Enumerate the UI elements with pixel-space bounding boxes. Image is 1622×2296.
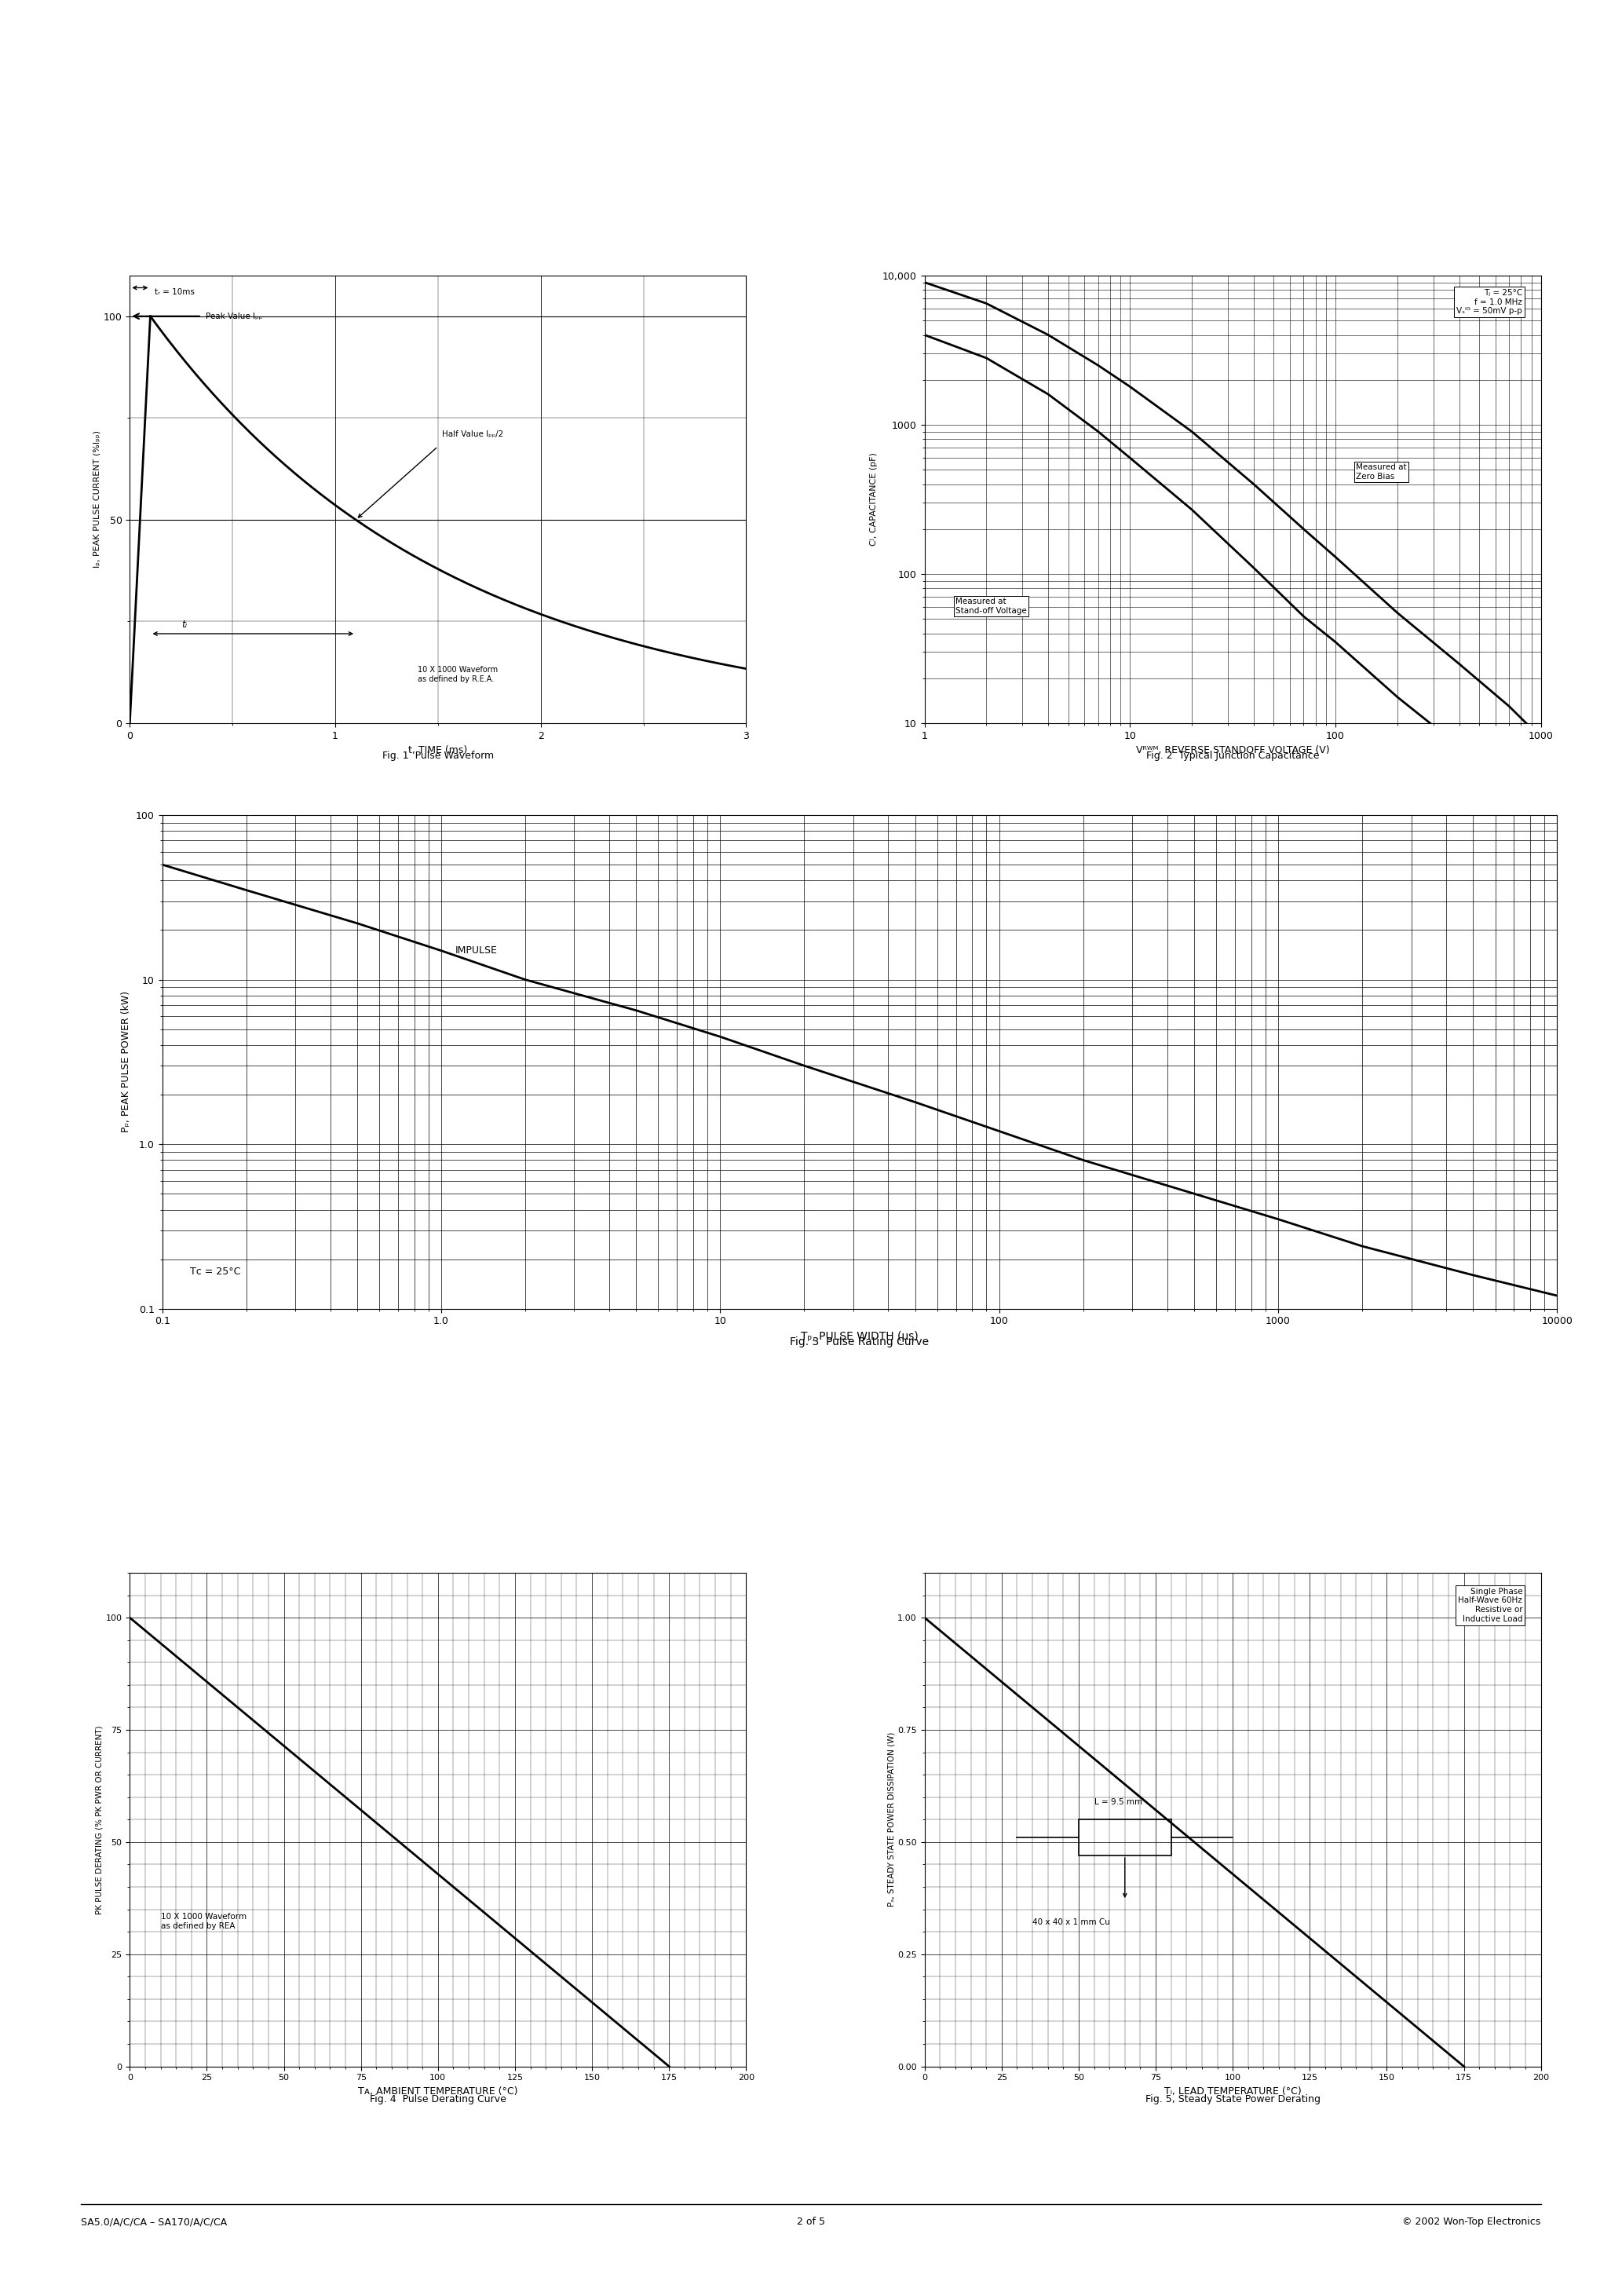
Text: Fig. 5, Steady State Power Derating: Fig. 5, Steady State Power Derating <box>1145 2094 1320 2103</box>
Text: L = 9.5 mm: L = 9.5 mm <box>1093 1798 1142 1807</box>
Text: SA5.0/A/C/CA – SA170/A/C/CA: SA5.0/A/C/CA – SA170/A/C/CA <box>81 2218 227 2227</box>
Y-axis label: Iₚ, PEAK PULSE CURRENT (%Iₚₚ): Iₚ, PEAK PULSE CURRENT (%Iₚₚ) <box>94 432 101 567</box>
Text: IMPULSE: IMPULSE <box>456 946 498 955</box>
Text: Single Phase
Half-Wave 60Hz
Resistive or
Inductive Load: Single Phase Half-Wave 60Hz Resistive or… <box>1458 1587 1523 1623</box>
Y-axis label: Pₐ, STEADY STATE POWER DISSIPATION (W): Pₐ, STEADY STATE POWER DISSIPATION (W) <box>887 1731 895 1908</box>
Text: Measured at
Stand-off Voltage: Measured at Stand-off Voltage <box>955 597 1027 615</box>
Text: Fig. 3  Pulse Rating Curve: Fig. 3 Pulse Rating Curve <box>790 1336 929 1348</box>
Text: Tᴄ = 25°C: Tᴄ = 25°C <box>190 1267 240 1277</box>
X-axis label: Tₗ, LEAD TEMPERATURE (°C): Tₗ, LEAD TEMPERATURE (°C) <box>1165 2087 1301 2096</box>
Y-axis label: Cᴶ, CAPACITANCE (pF): Cᴶ, CAPACITANCE (pF) <box>871 452 878 546</box>
Bar <box>1079 1818 1171 1855</box>
Y-axis label: PK PULSE DERATING (% PK PWR OR CURRENT): PK PULSE DERATING (% PK PWR OR CURRENT) <box>96 1724 104 1915</box>
Text: © 2002 Won-Top Electronics: © 2002 Won-Top Electronics <box>1403 2218 1541 2227</box>
Text: 10 X 1000 Waveform
as defined by R.E.A.: 10 X 1000 Waveform as defined by R.E.A. <box>417 666 498 684</box>
Text: 2 of 5: 2 of 5 <box>796 2218 826 2227</box>
Text: Half Value Iₚₚ/2: Half Value Iₚₚ/2 <box>443 429 503 439</box>
Y-axis label: Pₚ, PEAK PULSE POWER (kW): Pₚ, PEAK PULSE POWER (kW) <box>122 992 131 1132</box>
Text: 40 x 40 x 1 mm Cu: 40 x 40 x 1 mm Cu <box>1032 1919 1109 1926</box>
Text: Peak Value Iₚₚ: Peak Value Iₚₚ <box>206 312 263 319</box>
Text: Fig. 1  Pulse Waveform: Fig. 1 Pulse Waveform <box>383 751 493 760</box>
X-axis label: t, TIME (ms): t, TIME (ms) <box>409 746 467 755</box>
Text: Tⱼ = 25°C
f = 1.0 MHz
Vₛᴵᴳ = 50mV p-p: Tⱼ = 25°C f = 1.0 MHz Vₛᴵᴳ = 50mV p-p <box>1457 289 1523 315</box>
Text: tₗ: tₗ <box>182 620 187 629</box>
X-axis label: Tₚ, PULSE WIDTH (μs): Tₚ, PULSE WIDTH (μs) <box>801 1332 918 1341</box>
X-axis label: Vᴿᵂᴹ, REVERSE STANDOFF VOLTAGE (V): Vᴿᵂᴹ, REVERSE STANDOFF VOLTAGE (V) <box>1135 746 1330 755</box>
Text: 10 X 1000 Waveform
as defined by REA: 10 X 1000 Waveform as defined by REA <box>161 1913 247 1929</box>
X-axis label: Tᴀ, AMBIENT TEMPERATURE (°C): Tᴀ, AMBIENT TEMPERATURE (°C) <box>358 2087 517 2096</box>
Text: Measured at
Zero Bias: Measured at Zero Bias <box>1356 464 1406 480</box>
Text: Fig. 2  Typical Junction Capacitance: Fig. 2 Typical Junction Capacitance <box>1147 751 1319 760</box>
Text: Fig. 4  Pulse Derating Curve: Fig. 4 Pulse Derating Curve <box>370 2094 506 2103</box>
Text: tᵣ = 10ms: tᵣ = 10ms <box>154 287 195 296</box>
